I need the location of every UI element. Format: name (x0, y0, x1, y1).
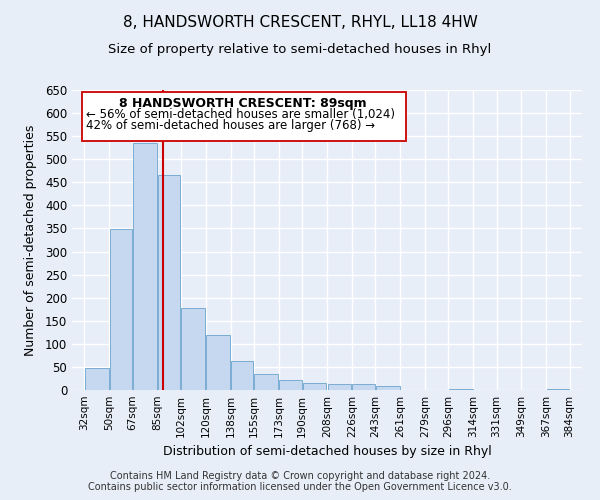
Bar (328, 384, 351, 390)
Bar (352, 384, 374, 390)
Bar (133, 142, 157, 390)
Bar (110, 230, 132, 390)
Bar (303, 383, 326, 390)
Bar (158, 176, 181, 390)
Text: Size of property relative to semi-detached houses in Rhyl: Size of property relative to semi-detach… (109, 42, 491, 56)
Text: 42% of semi-detached houses are larger (768) →: 42% of semi-detached houses are larger (… (86, 118, 375, 132)
Text: Contains public sector information licensed under the Open Government Licence v3: Contains public sector information licen… (88, 482, 512, 492)
Bar (181, 308, 205, 390)
Text: ← 56% of semi-detached houses are smaller (1,024): ← 56% of semi-detached houses are smalle… (86, 108, 395, 122)
Bar (376, 386, 400, 390)
X-axis label: Distribution of semi-detached houses by size in Rhyl: Distribution of semi-detached houses by … (163, 446, 491, 458)
Text: 8, HANDSWORTH CRESCENT, RHYL, LL18 4HW: 8, HANDSWORTH CRESCENT, RHYL, LL18 4HW (122, 15, 478, 30)
Bar (85, 368, 109, 390)
Bar (547, 388, 569, 390)
Bar (449, 389, 473, 390)
Text: Contains HM Land Registry data © Crown copyright and database right 2024.: Contains HM Land Registry data © Crown c… (110, 471, 490, 481)
Bar (254, 374, 278, 390)
Bar (231, 362, 253, 390)
Bar (280, 380, 302, 390)
Bar (206, 335, 230, 390)
Y-axis label: Number of semi-detached properties: Number of semi-detached properties (23, 124, 37, 356)
Text: 8 HANDSWORTH CRESCENT: 89sqm: 8 HANDSWORTH CRESCENT: 89sqm (119, 97, 367, 110)
